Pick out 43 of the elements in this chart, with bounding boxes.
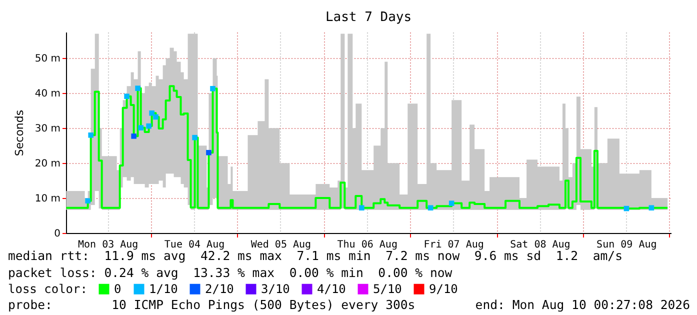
point	[131, 134, 136, 139]
legend-label: 1/10	[149, 282, 178, 296]
legend-label: 3/10	[261, 282, 290, 296]
y-tick-label: 40 m	[34, 88, 60, 100]
text: packet loss: 0.24 % avg 13.33 % max 0.00 % min 0.00 % now	[8, 266, 453, 280]
point	[428, 205, 434, 210]
y-tick-label: 50 m	[34, 54, 60, 65]
y-tick-label: 10 m	[34, 194, 60, 205]
legend-label: 5/10	[373, 282, 402, 296]
x-tick-label: Sun 09 Aug	[596, 240, 657, 250]
x-tick-label: Fri 07 Aug	[424, 240, 484, 250]
y-tick-label: 0	[54, 228, 60, 240]
point	[210, 86, 216, 92]
legend-label: 4/10	[317, 282, 346, 296]
y-axis-title: Seconds	[12, 110, 26, 156]
text: probe: 10 ICMP Echo Pings (500 Bytes) every 300s	[8, 298, 416, 312]
x-tick-label: Tue 04 Aug	[164, 240, 225, 250]
point	[206, 150, 212, 156]
point	[448, 200, 454, 206]
point	[153, 114, 158, 120]
point	[85, 198, 90, 204]
legend-label: 2/10	[205, 282, 234, 296]
point	[149, 110, 154, 116]
legend-label: 0	[114, 282, 122, 296]
text: median rtt: 11.9 ms avg 42.2 ms max 7.1 ms min 7.2 ms now 9.6 ms sd 1.2 am/s	[8, 249, 622, 263]
text: end: Mon Aug 10 00:27:08 2026	[475, 298, 690, 312]
point	[124, 94, 130, 99]
point	[135, 86, 140, 91]
x-tick-label: Thu 06 Aug	[337, 240, 398, 250]
x-tick-label: Mon 03 Aug	[78, 240, 138, 250]
point	[359, 205, 364, 210]
point	[146, 123, 152, 129]
legend-label: 9/10	[429, 282, 458, 296]
legend-title: loss color:	[8, 282, 88, 296]
point	[138, 125, 144, 130]
point	[192, 134, 198, 140]
point	[88, 132, 94, 138]
point	[648, 205, 654, 210]
chart-title: Last 7 Days	[325, 10, 412, 25]
x-tick-label: Sat 08 Aug	[510, 240, 570, 250]
y-tick-label: 30 m	[34, 124, 60, 135]
y-tick-label: 20 m	[34, 158, 60, 170]
x-tick-label: Wed 05 Aug	[250, 240, 312, 250]
